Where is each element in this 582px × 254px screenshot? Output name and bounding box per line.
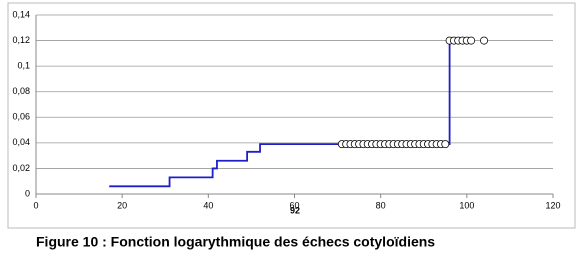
- y-tick-label: 0,02: [12, 163, 30, 173]
- x-tick-label: 100: [459, 200, 474, 210]
- x-tick-label: 40: [203, 200, 213, 210]
- x-tick-label: 80: [376, 200, 386, 210]
- caption: Figure 10 : Fonction logarythmique des é…: [36, 234, 435, 250]
- x-tick-label: 60: [289, 200, 299, 210]
- y-tick-label: 0,12: [12, 35, 30, 45]
- y-tick-label: 0,06: [12, 112, 30, 122]
- x-tick-label: 120: [545, 200, 560, 210]
- censored-marker: [480, 36, 489, 45]
- y-tick-label: 0,1: [17, 61, 30, 71]
- x-tick-label: 0: [33, 200, 38, 210]
- censored-marker: [441, 140, 450, 149]
- censored-marker: [467, 36, 476, 45]
- y-tick-label: 0,14: [12, 9, 30, 19]
- y-tick-label: 0,08: [12, 86, 30, 96]
- y-tick-label: 0,04: [12, 137, 30, 147]
- y-tick-label: 0: [25, 188, 30, 198]
- x-tick-label: 20: [117, 200, 127, 210]
- x-axis-label: 92: [290, 205, 300, 215]
